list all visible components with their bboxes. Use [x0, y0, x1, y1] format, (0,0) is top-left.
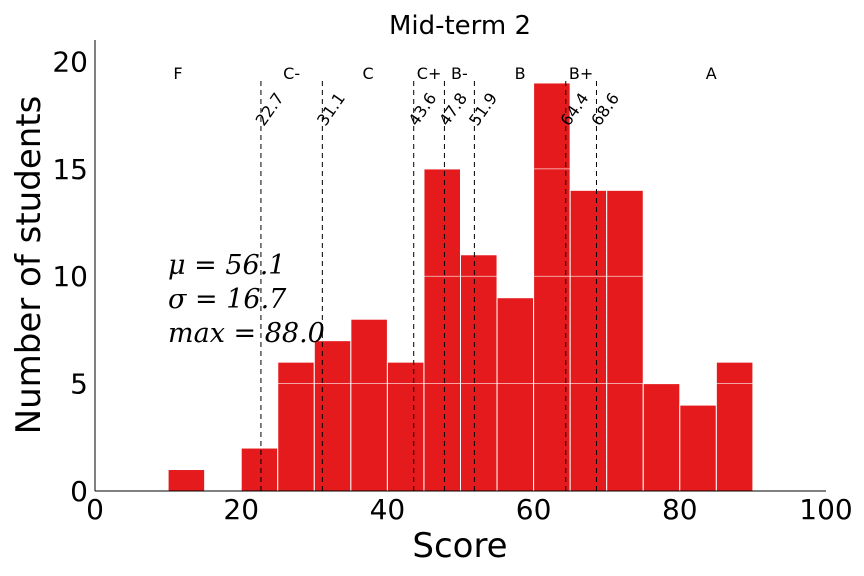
cutoff-label-68.6: 68.6: [587, 89, 623, 129]
grade-label-B-: B-: [451, 64, 468, 83]
cutoff-label-47.8: 47.8: [435, 89, 471, 129]
x-tick-label-40: 40: [370, 493, 406, 526]
cutoff-label-43.6: 43.6: [404, 89, 440, 129]
grade-label-B+: B+: [569, 64, 593, 83]
grade-labels-group: F C- C C+ B- B B+ A: [173, 64, 716, 83]
bar-65: [569, 189, 608, 492]
bar-60: [533, 82, 571, 492]
y-tick-label-5: 5: [70, 368, 88, 401]
cutoff-label-51.9: 51.9: [465, 89, 501, 129]
bar-85: [715, 361, 754, 492]
x-tick-label-80: 80: [662, 493, 698, 526]
grade-label-F: F: [173, 64, 182, 83]
grade-label-C-: C-: [283, 64, 300, 83]
bar-40: [386, 361, 425, 492]
bars-group: [167, 82, 754, 492]
y-tick-label-0: 0: [70, 475, 88, 508]
x-tick-label-100: 100: [799, 493, 852, 526]
x-tick-label-60: 60: [516, 493, 552, 526]
bar-45: [423, 168, 462, 492]
mean-stat: μ = 56.1: [168, 250, 285, 281]
chart-title: Mid-term 2: [389, 11, 531, 41]
axes-group: 0 20 40 60 80 100 0 5 10 15 20: [52, 40, 853, 526]
x-tick-label-20: 20: [223, 493, 259, 526]
max-stat: max = 88.0: [168, 318, 325, 349]
x-tick-label-0: 0: [86, 493, 104, 526]
grade-label-A: A: [706, 64, 717, 83]
y-axis-label: Number of students: [9, 96, 49, 435]
bar-10: [167, 469, 206, 492]
bar-30: [313, 340, 352, 492]
bar-25: [277, 361, 315, 492]
bar-20: [240, 447, 279, 492]
bar-70: [606, 189, 644, 492]
y-tick-label-15: 15: [52, 153, 88, 186]
bar-55: [496, 297, 535, 492]
bar-gridlines: [95, 61, 826, 384]
bar-80: [679, 404, 717, 492]
bar-75: [642, 383, 681, 492]
stats-annotation: μ = 56.1 σ = 16.7 max = 88.0: [168, 250, 325, 349]
bar-50: [460, 254, 498, 492]
y-tick-label-10: 10: [52, 260, 88, 293]
grade-label-C+: C+: [417, 64, 442, 83]
y-tick-label-20: 20: [52, 45, 88, 78]
x-axis-label: Score: [412, 526, 507, 566]
cutoff-label-31.1: 31.1: [313, 89, 349, 129]
grade-label-C: C: [362, 64, 373, 83]
grade-label-B: B: [515, 64, 526, 83]
std-stat: σ = 16.7: [168, 284, 287, 315]
bar-35: [350, 318, 388, 492]
cutoff-label-22.7: 22.7: [252, 89, 288, 129]
